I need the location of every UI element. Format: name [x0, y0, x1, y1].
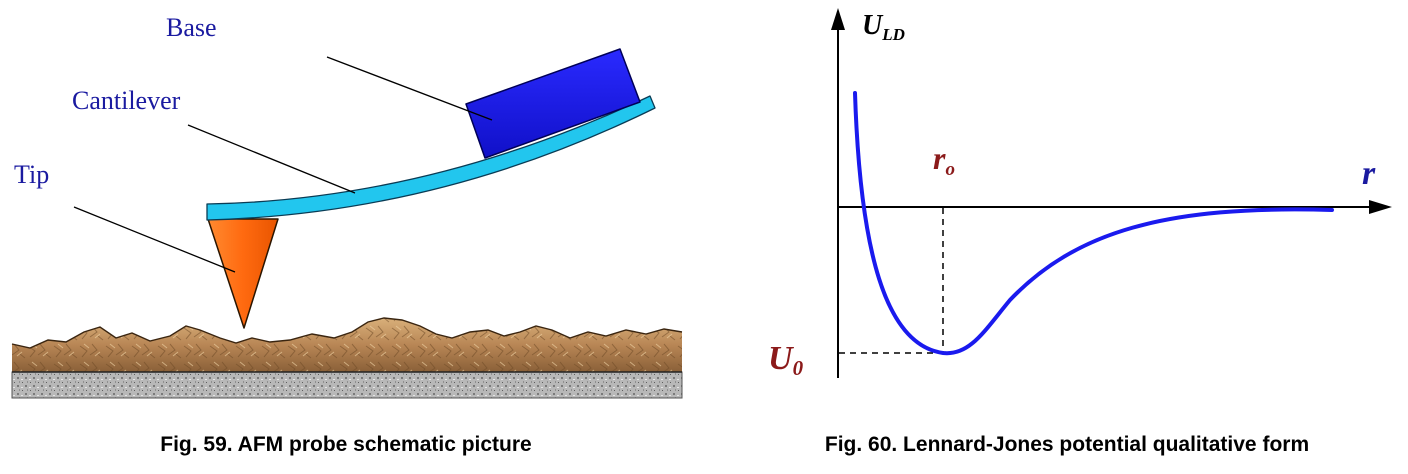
- cantilever-leader-line: [187, 124, 356, 194]
- lj-caption: Fig. 60. Lennard-Jones potential qualita…: [825, 433, 1309, 456]
- tip-label: Tip: [14, 160, 49, 189]
- probe-base: [465, 48, 641, 159]
- afm-diagram: Base Cantilever Tip Fig. 59. AFM probe s…: [11, 13, 683, 456]
- u0-label-main: U: [768, 340, 795, 377]
- x-axis-arrow: [1369, 200, 1392, 214]
- tip-leader-line: [73, 206, 236, 273]
- y-axis-label: ULD: [862, 10, 905, 44]
- x-axis-label: r: [1362, 155, 1376, 192]
- lj-potential-curve: [853, 91, 1334, 356]
- base-label: Base: [166, 13, 217, 42]
- afm-caption: Fig. 59. AFM probe schematic picture: [160, 433, 531, 456]
- base-leader-line: [326, 56, 493, 121]
- y-axis-label-main: U: [862, 10, 884, 41]
- y-axis-arrow: [831, 8, 845, 30]
- cantilever-label: Cantilever: [72, 86, 181, 115]
- r0-label-sub: o: [945, 159, 955, 180]
- cantilever-beam: [206, 95, 656, 221]
- u0-label-sub: 0: [793, 356, 804, 380]
- y-axis-label-sub: LD: [881, 25, 905, 44]
- r0-label-main: r: [933, 140, 946, 176]
- r0-label: ro: [933, 140, 955, 180]
- lj-diagram: ULD r ro U0 Fig. 60. Lennard-Jones poten…: [768, 8, 1392, 456]
- substrate-layer: [11, 371, 683, 399]
- u0-label: U0: [768, 340, 804, 380]
- sample-surface: [11, 317, 683, 373]
- afm-tip: [207, 218, 279, 329]
